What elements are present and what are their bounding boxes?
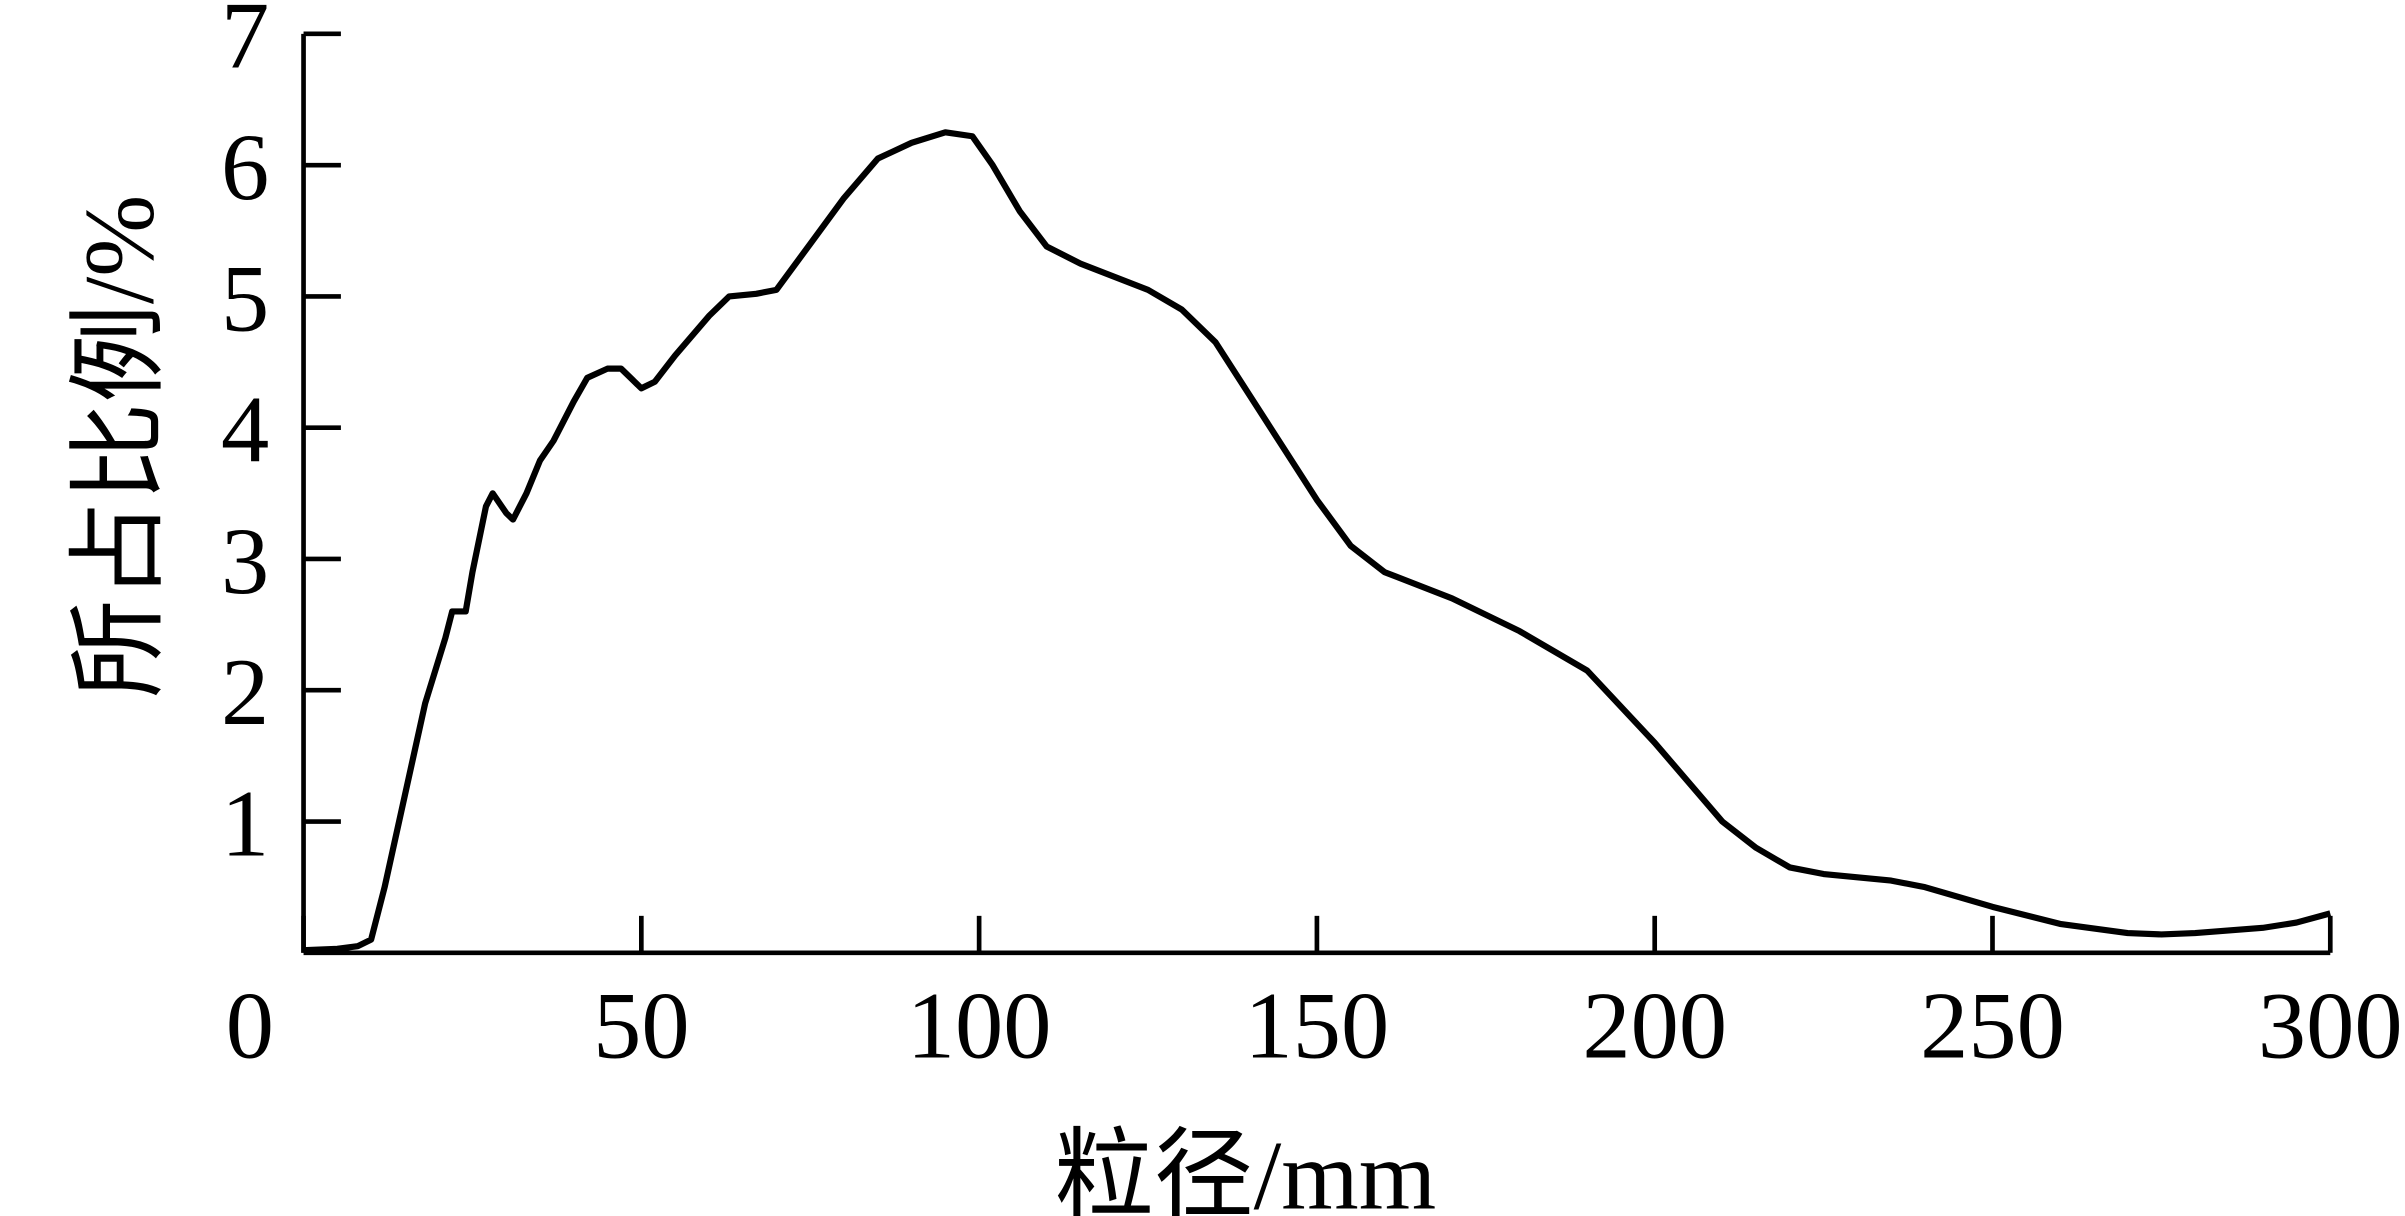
y-tick-label: 5 [221, 245, 269, 351]
y-tick-label: 4 [221, 376, 269, 482]
x-tick-label: 300 [2258, 972, 2403, 1078]
y-axis-label: 所占比例/% [65, 195, 175, 698]
x-tick-label: 0 [226, 972, 274, 1078]
y-tick-label: 2 [221, 639, 269, 745]
y-tick-label: 1 [221, 770, 269, 876]
y-tick-label: 3 [221, 507, 269, 613]
x-axis-label: 粒径/mm [1054, 1122, 1436, 1216]
x-tick-label: 200 [1582, 972, 1727, 1078]
y-tick-label: 6 [221, 113, 269, 219]
x-tick-label: 150 [1245, 972, 1390, 1078]
x-tick-label: 100 [907, 972, 1052, 1078]
data-line [303, 129, 2332, 954]
y-tick-label: 7 [221, 0, 269, 89]
x-tick-label: 250 [1920, 972, 2065, 1078]
x-tick-label: 50 [593, 972, 690, 1078]
